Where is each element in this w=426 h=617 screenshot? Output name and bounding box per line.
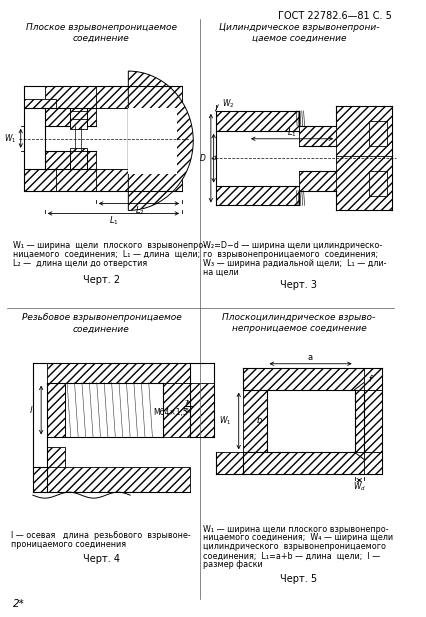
Text: соединение: соединение	[73, 325, 130, 333]
Bar	[45, 151, 95, 168]
Text: W₃ — ширина радиальной щели;  L₁ — дли-: W₃ — ширина радиальной щели; L₁ — дли-	[203, 259, 386, 268]
Text: ницаемого соединения;  W₄ — ширина щели: ницаемого соединения; W₄ — ширина щели	[203, 534, 393, 542]
Text: 2*: 2*	[13, 598, 25, 608]
Bar	[46, 383, 65, 437]
Text: размер фаски: размер фаски	[203, 560, 262, 569]
Text: $L_2$: $L_2$	[134, 204, 144, 217]
Bar	[298, 171, 372, 191]
Text: $D$: $D$	[198, 152, 206, 163]
Bar	[23, 168, 56, 191]
Text: го  взрывонепроницаемого  соединения;: го взрывонепроницаемого соединения;	[203, 250, 378, 259]
Bar	[45, 168, 182, 191]
Bar	[45, 108, 95, 126]
Bar	[266, 389, 354, 452]
Text: $W_1$: $W_1$	[4, 133, 16, 145]
Text: Черт. 4: Черт. 4	[83, 554, 120, 564]
Bar	[70, 119, 86, 129]
Text: b: b	[256, 416, 261, 425]
Text: Черт. 2: Черт. 2	[83, 275, 120, 285]
Bar	[45, 86, 182, 108]
Text: $d$: $d$	[210, 153, 217, 162]
Bar	[46, 447, 65, 477]
Text: цаемое соединение: цаемое соединение	[251, 34, 345, 43]
Text: l — осевая   длина  резьбового  взрывоне-: l — осевая длина резьбового взрывоне-	[12, 531, 191, 540]
Bar	[215, 131, 298, 186]
Bar	[368, 121, 386, 146]
Text: M64×1,5: M64×1,5	[153, 408, 188, 417]
Bar	[65, 383, 162, 437]
Text: ницаемого  соединения;  L₁ — длина  щели;: ницаемого соединения; L₁ — длина щели;	[13, 250, 200, 259]
Bar	[33, 467, 190, 492]
Bar	[70, 147, 86, 151]
Bar	[215, 186, 298, 205]
Bar	[162, 383, 213, 437]
Bar	[215, 452, 372, 474]
Bar	[335, 155, 391, 210]
Bar	[363, 452, 382, 474]
Bar	[95, 168, 182, 191]
Text: $W_d$: $W_d$	[352, 481, 365, 494]
Bar	[298, 126, 372, 146]
Bar	[243, 389, 266, 452]
Bar	[335, 106, 391, 160]
Text: $L_1$: $L_1$	[108, 214, 118, 226]
Text: ГОСТ 22782.6—81 С. 5: ГОСТ 22782.6—81 С. 5	[277, 11, 391, 22]
Text: W₁ — ширина щели плоского взрывонепро-: W₁ — ширина щели плоского взрывонепро-	[203, 524, 388, 534]
Bar	[46, 363, 190, 383]
Text: проницаемого соединения: проницаемого соединения	[12, 540, 126, 549]
Text: $W_2$: $W_2$	[222, 97, 234, 110]
Text: a: a	[307, 354, 312, 362]
Text: W₂=D−d — ширина щели цилиндрическо-: W₂=D−d — ширина щели цилиндрическо-	[203, 241, 382, 250]
Text: Резьбовое взрывонепроницаемое: Резьбовое взрывонепроницаемое	[21, 313, 181, 323]
Text: $L_1$: $L_1$	[286, 126, 296, 139]
Bar	[243, 368, 382, 389]
Wedge shape	[128, 71, 193, 210]
Text: на щели: на щели	[203, 268, 239, 276]
Text: Плоское взрывонепроницаемое: Плоское взрывонепроницаемое	[26, 23, 176, 31]
Text: цилиндрического  взрывонепроницаемого: цилиндрического взрывонепроницаемого	[203, 542, 386, 552]
Bar	[95, 86, 182, 108]
Text: Черт. 5: Черт. 5	[280, 574, 317, 584]
Text: Плоскоцилиндрическое взрыво-: Плоскоцилиндрическое взрыво-	[222, 313, 375, 323]
Text: соединения;  L₁=a+b — длина  щели;  l —: соединения; L₁=a+b — длина щели; l —	[203, 552, 380, 560]
Text: Черт. 3: Черт. 3	[280, 280, 317, 290]
Bar	[70, 108, 86, 111]
Bar	[128, 108, 176, 173]
Text: $l$: $l$	[29, 404, 34, 415]
Text: непроницаемое соединение: непроницаемое соединение	[231, 325, 366, 333]
Text: W₁ — ширина  щели  плоского  взрывонепро-: W₁ — ширина щели плоского взрывонепро-	[13, 241, 206, 250]
Text: $\frac{7H}{8g}$: $\frac{7H}{8g}$	[184, 399, 193, 416]
Bar	[23, 99, 56, 108]
Text: $W_1$: $W_1$	[219, 414, 231, 427]
Bar	[368, 171, 386, 196]
Text: f: f	[368, 375, 371, 384]
Text: Цилиндрическое взрывонепрони-: Цилиндрическое взрывонепрони-	[218, 23, 378, 31]
Bar	[354, 389, 382, 452]
Text: L₂ —  длина щели до отверстия: L₂ — длина щели до отверстия	[13, 259, 147, 268]
Bar	[298, 146, 335, 171]
Bar	[215, 111, 298, 131]
Bar	[363, 368, 382, 389]
Text: соединение: соединение	[73, 34, 130, 43]
